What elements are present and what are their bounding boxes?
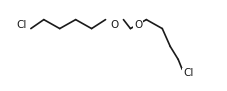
Text: O: O: [110, 20, 119, 30]
Text: O: O: [134, 20, 143, 30]
Text: Cl: Cl: [183, 68, 193, 78]
Text: Cl: Cl: [17, 20, 27, 30]
